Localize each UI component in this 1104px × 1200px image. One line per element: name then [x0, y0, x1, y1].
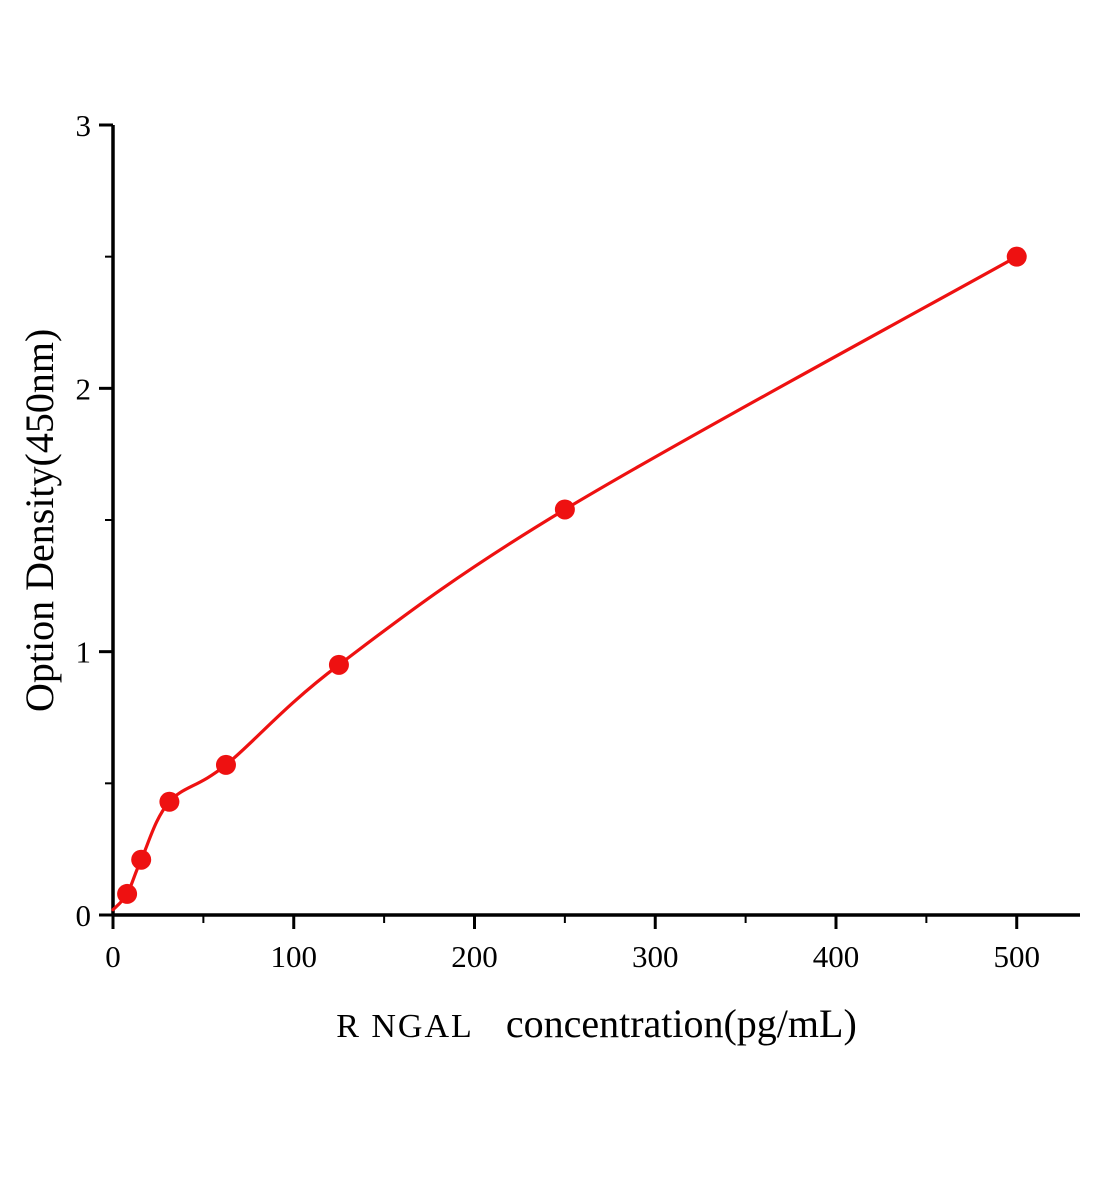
y-tick-label: 0 — [76, 898, 92, 933]
x-tick-label: 0 — [105, 939, 121, 974]
data-point — [159, 791, 180, 812]
data-point — [1006, 246, 1027, 267]
y-axis-title: Option Density(450nm) — [17, 328, 62, 712]
data-point — [215, 754, 236, 775]
fit-curve — [111, 255, 1019, 912]
data-point — [131, 849, 152, 870]
x-tick-label: 500 — [993, 939, 1040, 974]
data-point — [328, 654, 349, 675]
y-tick-label: 2 — [76, 371, 92, 406]
y-tick-label: 1 — [76, 635, 92, 670]
x-axis-title-prefix: R NGAL — [336, 1008, 474, 1045]
x-tick-label: 100 — [270, 939, 317, 974]
data-point — [117, 883, 138, 904]
x-axis-title-main: concentration(pg/mL) — [505, 1001, 857, 1046]
y-tick-label: 3 — [76, 108, 92, 143]
x-axis-title: R NGAL concentration(pg/mL) — [113, 1000, 1080, 1047]
x-tick-label: 200 — [451, 939, 498, 974]
x-tick-label: 300 — [632, 939, 679, 974]
x-tick-label: 400 — [813, 939, 860, 974]
data-point — [554, 499, 575, 520]
